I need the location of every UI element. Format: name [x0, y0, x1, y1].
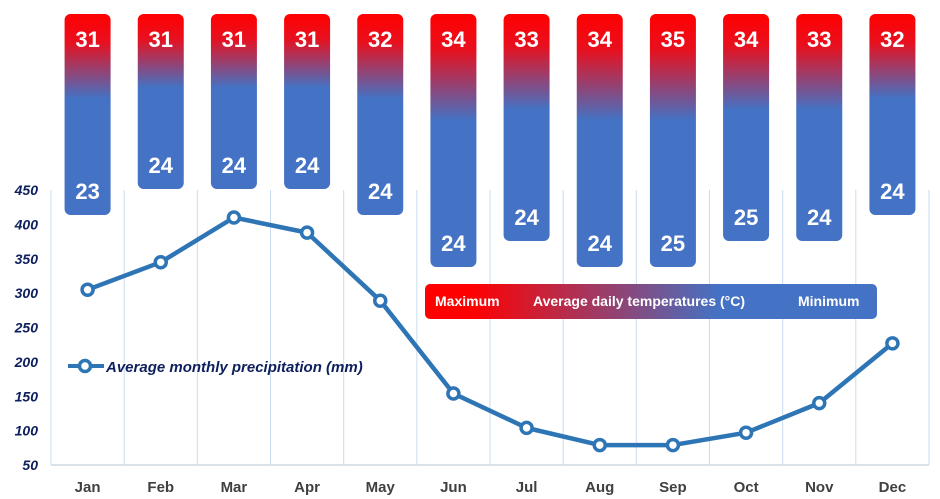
min-temp-label: 24 — [295, 153, 320, 178]
min-temp-label: 24 — [514, 205, 539, 230]
y-tick-label: 400 — [14, 216, 39, 232]
y-tick-label: 450 — [14, 182, 39, 198]
max-temp-label: 31 — [295, 27, 319, 52]
min-temp-label: 24 — [880, 179, 905, 204]
legend-maximum: Maximum — [435, 293, 500, 309]
temperature-bar — [357, 14, 404, 215]
precipitation-point — [885, 336, 900, 351]
y-tick-label: 50 — [22, 457, 38, 473]
precipitation-point — [592, 437, 607, 453]
max-temp-label: 34 — [588, 27, 613, 52]
temperature-bar — [64, 14, 111, 215]
max-temp-label: 31 — [149, 27, 173, 52]
min-temp-label: 24 — [222, 153, 247, 178]
precipitation-point — [153, 254, 168, 270]
max-temp-label: 31 — [75, 27, 99, 52]
max-temp-label: 32 — [880, 27, 904, 52]
x-tick-label: May — [366, 479, 396, 496]
precipitation-point — [299, 225, 315, 240]
min-temp-label: 25 — [661, 231, 685, 256]
temperature-bar — [137, 14, 184, 189]
x-tick-label: Nov — [805, 479, 834, 496]
precip-legend-label: Average monthly precipitation (mm) — [105, 359, 363, 376]
min-temp-label: 24 — [588, 231, 613, 256]
x-tick-label: Jul — [516, 479, 538, 496]
temperature-bar — [284, 14, 331, 189]
temperature-bar — [723, 14, 770, 241]
min-temp-label: 24 — [368, 179, 393, 204]
precipitation-point — [665, 437, 681, 453]
x-tick-label: Aug — [585, 479, 614, 496]
temperature-bar — [503, 14, 550, 241]
temperature-bar — [649, 14, 696, 267]
temperature-legend: Maximum Average daily temperatures (°C) … — [425, 284, 877, 319]
precipitation-legend: Average monthly precipitation (mm) — [68, 358, 363, 376]
x-tick-label: Jan — [75, 479, 101, 496]
min-temp-label: 23 — [75, 179, 99, 204]
precipitation-point — [80, 282, 95, 297]
x-tick-label: Apr — [294, 479, 320, 496]
min-temp-label: 24 — [149, 153, 174, 178]
precipitation-line — [86, 215, 894, 448]
precipitation-point — [812, 395, 827, 411]
y-tick-label: 200 — [14, 354, 39, 370]
temperature-bar — [869, 14, 916, 215]
max-temp-label: 33 — [807, 27, 831, 52]
precipitation-point — [226, 210, 242, 225]
y-tick-label: 250 — [14, 320, 39, 336]
legend-minimum: Minimum — [798, 293, 859, 309]
temperature-bar — [430, 14, 477, 267]
max-temp-label: 33 — [514, 27, 538, 52]
x-tick-label: Dec — [879, 479, 907, 496]
max-temp-label: 34 — [441, 27, 466, 52]
max-temp-label: 35 — [661, 27, 685, 52]
max-temp-label: 31 — [222, 27, 246, 52]
precipitation-point — [446, 386, 461, 401]
precipitation-point — [519, 420, 534, 436]
max-temp-label: 32 — [368, 27, 392, 52]
precip-legend-marker — [77, 358, 93, 374]
precipitation-point — [373, 293, 388, 308]
legend-title: Average daily temperatures (°C) — [533, 293, 745, 309]
y-tick-label: 100 — [15, 423, 39, 439]
precipitation-point — [738, 425, 754, 440]
min-temp-label: 24 — [441, 231, 466, 256]
legend-box — [425, 284, 877, 319]
y-tick-label: 350 — [15, 251, 39, 267]
y-tick-label: 300 — [15, 285, 39, 301]
x-tick-label: Jun — [440, 479, 467, 496]
temperature-bar — [796, 14, 843, 241]
x-tick-label: Feb — [147, 479, 174, 496]
max-temp-label: 34 — [734, 27, 759, 52]
min-temp-label: 24 — [807, 205, 832, 230]
min-temp-label: 25 — [734, 205, 758, 230]
x-tick-label: Oct — [734, 479, 759, 496]
y-tick-label: 150 — [15, 388, 39, 404]
x-tick-label: Sep — [659, 479, 687, 496]
temperature-bar — [210, 14, 257, 189]
temperature-bar — [576, 14, 623, 267]
x-tick-label: Mar — [221, 479, 248, 496]
